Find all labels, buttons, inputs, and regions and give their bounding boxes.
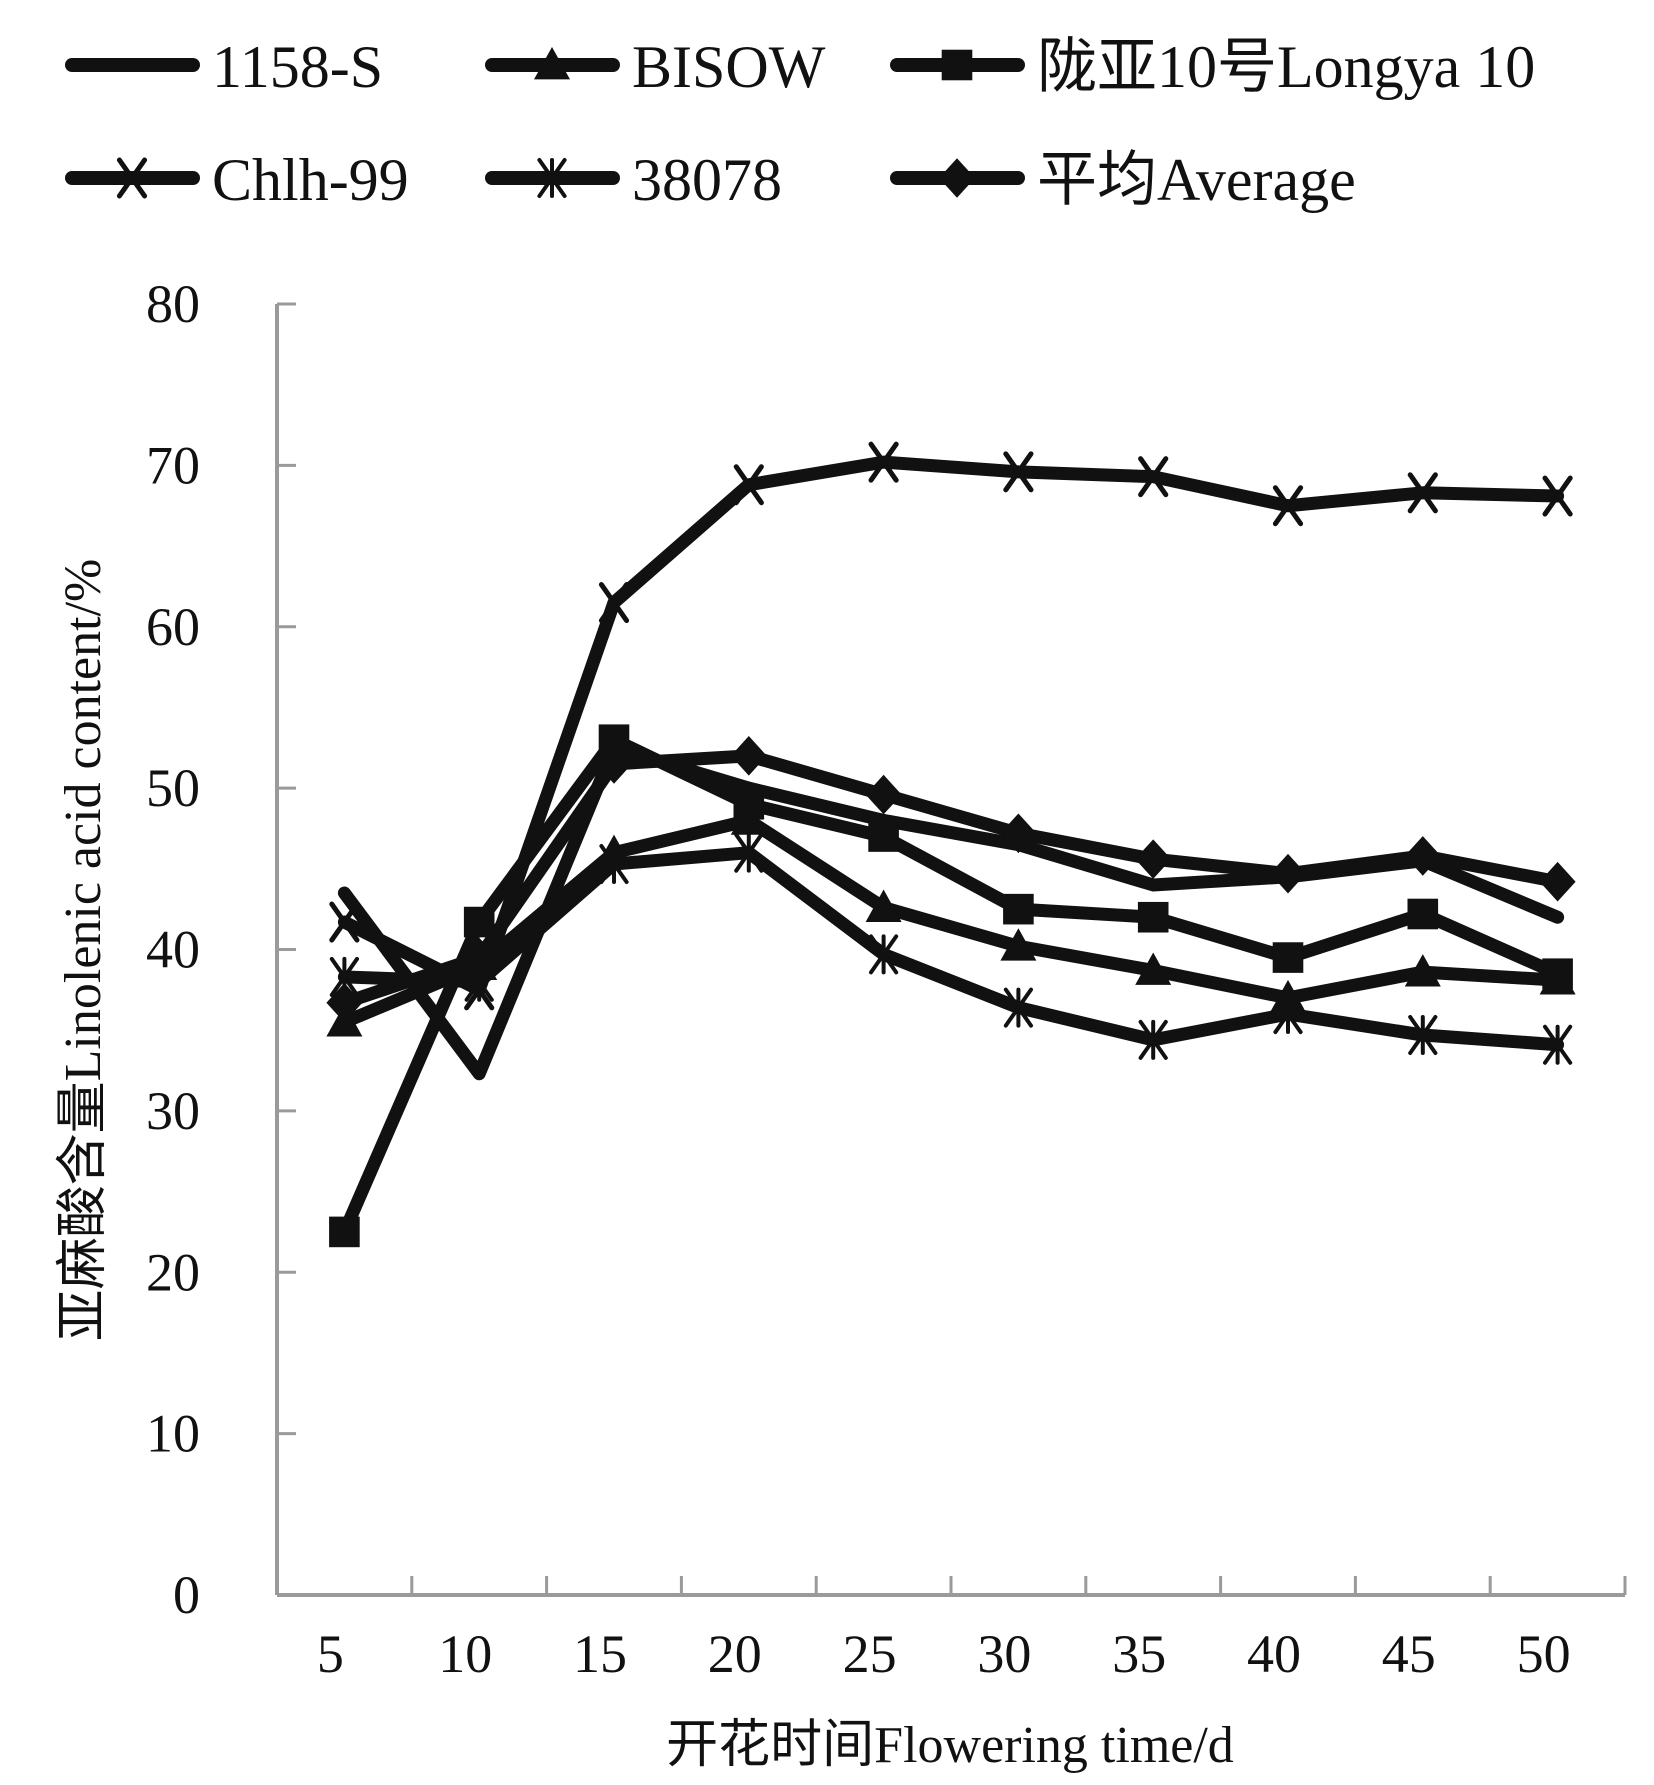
- data-point: [1135, 952, 1172, 985]
- series-line: [337, 749, 1565, 1010]
- y-axis-title: 亚麻酸含量Linolenic acid content/%: [55, 559, 112, 1342]
- data-point: [730, 736, 767, 776]
- legend-marker-asterisk-icon: [537, 158, 567, 198]
- data-point: [1542, 958, 1573, 990]
- data-point: [868, 821, 899, 852]
- data-point: [329, 1216, 360, 1248]
- y-tick-label: 0: [173, 1565, 200, 1625]
- data-point: [869, 934, 899, 975]
- y-tick-label: 10: [146, 1404, 200, 1464]
- data-point: [1137, 901, 1169, 933]
- data-point: [1000, 928, 1037, 961]
- data-point: [326, 982, 363, 1023]
- legend-label: Chlh-99: [212, 147, 409, 213]
- series-line: [337, 733, 1565, 1239]
- y-tick-label: 70: [146, 435, 200, 495]
- y-tick-label: 50: [146, 758, 200, 818]
- data-point: [598, 582, 630, 624]
- legend-label: BISOW: [632, 34, 826, 100]
- legend-label: 38078: [632, 147, 782, 213]
- legend-item: Chlh-99: [65, 147, 409, 213]
- x-tick-label: 35: [1112, 1624, 1166, 1684]
- x-axis-title: 开花时间Flowering time/d: [666, 1717, 1234, 1774]
- data-point: [865, 774, 902, 815]
- x-tick-label: 30: [977, 1624, 1031, 1684]
- data-point: [329, 901, 360, 943]
- data-point: [1272, 485, 1304, 527]
- data-point: [733, 788, 765, 820]
- axes: 0 10 20 30 40 50 60 70 80 5 10 15 20 25 30 35 40 45 50: [146, 274, 1627, 1684]
- series--average: [326, 736, 1576, 1023]
- data-point: [1003, 987, 1033, 1028]
- legend-item: 1158-S: [65, 34, 383, 100]
- data-point: [1135, 839, 1172, 879]
- data-point: [1272, 942, 1304, 973]
- x-tick-label: 50: [1517, 1624, 1571, 1684]
- data-point: [1404, 836, 1441, 876]
- data-point: [734, 832, 764, 873]
- data-point: [1003, 451, 1034, 493]
- data-point: [1408, 1015, 1438, 1056]
- data-point: [1138, 456, 1169, 498]
- x-tick-label: 15: [573, 1624, 627, 1684]
- legend-marker-diamond-icon: [939, 158, 975, 198]
- series-38078: [329, 832, 1573, 1065]
- legend-marker-square-icon: [941, 49, 973, 81]
- y-tick-label: 20: [146, 1242, 200, 1302]
- data-point: [1542, 475, 1573, 517]
- series-line: [337, 455, 1565, 997]
- legend-label: 1158-S: [212, 34, 383, 100]
- x-tick-label: 45: [1382, 1624, 1436, 1684]
- data-point: [1407, 472, 1438, 514]
- legend-marker-x-icon: [116, 157, 148, 199]
- series--10-longya-10: [329, 724, 1573, 1248]
- data-point: [1138, 1019, 1168, 1060]
- data-point: [1003, 893, 1034, 925]
- x-tick-label: 5: [317, 1624, 344, 1684]
- data-point: [733, 464, 764, 506]
- data-point: [1404, 954, 1441, 987]
- data-point: [865, 889, 902, 922]
- legend-label: 陇亚10号Longya 10: [1037, 34, 1535, 100]
- data-point: [1000, 813, 1037, 854]
- legend-label: 平均Average: [1037, 147, 1356, 213]
- legend-item: 陇亚10号Longya 10: [890, 34, 1535, 100]
- legend: 1158-S BISOW 陇亚10号Longya 10 Chlh-99 38078 平均A…: [65, 34, 1535, 213]
- x-tick-label: 25: [843, 1624, 897, 1684]
- x-tick-label: 20: [708, 1624, 762, 1684]
- data-point: [1270, 853, 1306, 894]
- legend-item: 平均Average: [890, 147, 1356, 213]
- legend-marker-triangle-icon: [534, 47, 570, 80]
- y-tick-label: 80: [146, 274, 200, 334]
- x-tick-label: 10: [438, 1624, 492, 1684]
- data-point: [1407, 898, 1439, 930]
- y-tick-label: 40: [146, 920, 200, 980]
- data-point: [599, 843, 629, 884]
- data-point: [1273, 994, 1303, 1035]
- data-point: [1539, 861, 1576, 902]
- data-point: [461, 937, 498, 978]
- x-ticks: 5 10 15 20 25 30 35 40 45 50: [275, 1576, 1627, 1684]
- y-tick-label: 30: [146, 1081, 200, 1141]
- legend-item: BISOW: [485, 34, 826, 100]
- data-point: [868, 441, 899, 483]
- data-point: [596, 744, 632, 784]
- series-line: [337, 813, 1565, 1029]
- series-line: [337, 846, 1565, 1052]
- data-point: [1543, 1024, 1573, 1065]
- legend-item: 38078: [485, 147, 782, 213]
- y-ticks: 0 10 20 30 40 50 60 70 80: [146, 274, 296, 1625]
- y-tick-label: 60: [146, 597, 200, 657]
- x-tick-label: 40: [1247, 1624, 1301, 1684]
- series-layer: [326, 441, 1576, 1248]
